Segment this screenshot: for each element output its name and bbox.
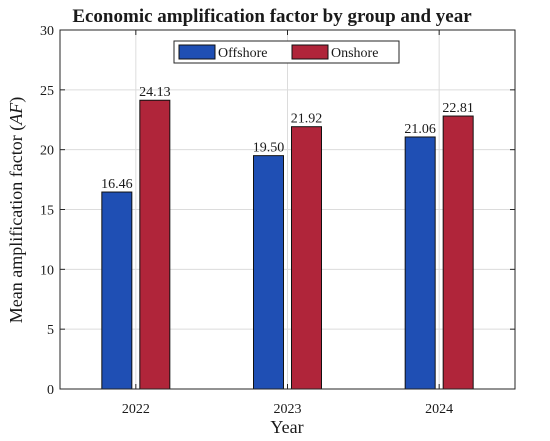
y-tick-label: 15 <box>40 204 54 219</box>
x-tick-label: 2024 <box>425 402 453 417</box>
x-axis-label: Year <box>270 417 303 437</box>
legend-label-offshore: Offshore <box>218 46 268 61</box>
x-tick-label: 2023 <box>274 402 302 417</box>
data-labels-group: 16.46 24.13 19.50 21.92 21.06 22.81 <box>101 85 474 192</box>
data-label: 22.81 <box>442 101 474 116</box>
y-axis-ticks: 0 5 10 15 20 25 30 <box>40 24 515 398</box>
legend: Offshore Onshore <box>173 40 400 64</box>
data-label: 21.06 <box>404 122 436 137</box>
y-tick-label: 20 <box>40 144 54 159</box>
y-tick-label: 0 <box>47 383 54 398</box>
legend-swatch-onshore <box>291 44 329 60</box>
y-tick-label: 5 <box>47 323 54 338</box>
y-tick-label: 30 <box>40 24 54 39</box>
legend-label-onshore: Onshore <box>331 46 378 61</box>
data-label: 19.50 <box>253 141 285 156</box>
y-axis-label: Mean amplification factor (AF) <box>6 97 27 323</box>
x-axis-ticks: 2022 2023 2024 <box>122 30 453 417</box>
bar-offshore-2022 <box>101 191 133 390</box>
chart-title: Economic amplification factor by group a… <box>72 6 472 27</box>
data-label: 21.92 <box>291 112 323 127</box>
legend-swatch-offshore <box>178 44 216 60</box>
bar-onshore-2022 <box>139 99 171 390</box>
bar-onshore-2024 <box>442 115 474 390</box>
bar-offshore-2023 <box>253 155 284 390</box>
legend-box <box>173 40 400 64</box>
data-label: 16.46 <box>101 177 133 192</box>
bar-offshore-2024 <box>404 136 436 390</box>
y-axis-label-symbol: AF <box>6 102 26 126</box>
y-tick-label: 10 <box>40 263 54 278</box>
y-axis-label-close: ) <box>6 97 27 103</box>
y-axis-label-main: Mean amplification factor ( <box>6 125 27 323</box>
bar-onshore-2023 <box>291 126 322 390</box>
x-tick-label: 2022 <box>122 402 150 417</box>
data-label: 24.13 <box>139 85 171 100</box>
y-tick-label: 25 <box>40 84 54 99</box>
